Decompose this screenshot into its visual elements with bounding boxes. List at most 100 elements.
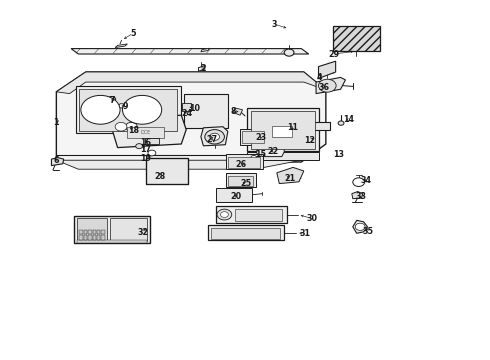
Bar [79,230,83,234]
Bar [184,94,228,128]
Polygon shape [56,72,326,162]
Circle shape [205,130,224,144]
Text: 26: 26 [236,160,246,169]
Bar [93,235,96,240]
Text: 22: 22 [268,147,278,156]
Bar [77,218,107,241]
Text: 34: 34 [361,176,371,185]
Polygon shape [277,167,304,184]
Text: 30: 30 [307,214,318,223]
Polygon shape [56,72,326,94]
Text: 29: 29 [329,50,340,59]
Text: 4: 4 [317,73,322,82]
Circle shape [284,49,294,56]
Polygon shape [318,61,336,78]
Circle shape [217,209,232,220]
Circle shape [108,96,116,102]
Circle shape [122,95,162,124]
Text: 28: 28 [155,172,166,181]
Polygon shape [105,93,140,104]
Circle shape [210,133,220,140]
Polygon shape [256,146,284,157]
Circle shape [81,95,120,124]
Bar [273,122,330,130]
Bar [79,235,83,240]
Bar [272,126,292,137]
Bar [146,158,188,184]
Circle shape [115,122,127,131]
Bar [101,235,105,240]
Text: 21: 21 [285,174,295,183]
Bar [84,235,87,240]
Text: 6: 6 [53,156,59,165]
Bar [226,154,263,169]
Bar [88,235,92,240]
Polygon shape [71,49,309,54]
Bar [93,230,96,234]
Text: 24: 24 [182,109,193,118]
Bar [235,209,282,221]
Text: 33: 33 [356,192,367,202]
Text: 7: 7 [110,96,116,105]
Bar [88,230,92,234]
Circle shape [251,156,257,160]
Bar [101,230,105,234]
Polygon shape [113,115,186,148]
Text: 32: 32 [138,229,148,238]
Polygon shape [56,160,301,169]
Bar [97,235,100,240]
Bar [216,206,287,223]
Bar [84,230,87,234]
Bar [145,138,159,144]
Text: 16: 16 [140,138,151,147]
Polygon shape [201,127,228,146]
Circle shape [318,79,336,92]
Bar [146,158,188,184]
Text: 20: 20 [231,192,242,201]
Text: 23: 23 [255,133,266,142]
Bar [216,188,252,202]
Bar [247,108,318,151]
Polygon shape [122,122,145,131]
Text: 9: 9 [122,102,128,111]
Text: 19: 19 [140,154,151,163]
Polygon shape [352,192,363,199]
Bar [228,176,253,186]
Text: 5: 5 [130,29,136,38]
Bar [211,228,280,239]
Text: 2: 2 [200,64,206,73]
Bar [228,157,260,168]
Text: 11: 11 [287,123,298,132]
Text: 17: 17 [140,145,151,154]
Circle shape [136,144,143,149]
Polygon shape [233,108,243,115]
Text: 27: 27 [206,135,217,144]
Bar [97,230,100,234]
Circle shape [355,223,365,230]
Text: 8: 8 [231,107,237,116]
Bar [242,131,264,143]
Bar [247,152,318,160]
Text: 1: 1 [53,118,59,127]
Bar [74,216,150,243]
Bar [333,26,380,51]
Circle shape [353,178,365,186]
Text: 35: 35 [363,227,374,236]
Bar [79,89,177,131]
Text: 25: 25 [241,179,251,188]
Bar [208,225,284,240]
Text: 3: 3 [271,20,277,29]
Text: 10: 10 [189,104,200,113]
Text: 14: 14 [343,115,354,124]
Bar [182,103,191,111]
Bar [110,218,147,241]
Polygon shape [201,48,209,52]
Polygon shape [353,220,368,233]
Circle shape [220,212,228,217]
Bar [127,127,164,138]
Text: 13: 13 [334,150,344,159]
Bar [76,86,181,133]
Bar [226,173,256,187]
Text: 18: 18 [128,126,139,135]
Circle shape [119,104,124,108]
